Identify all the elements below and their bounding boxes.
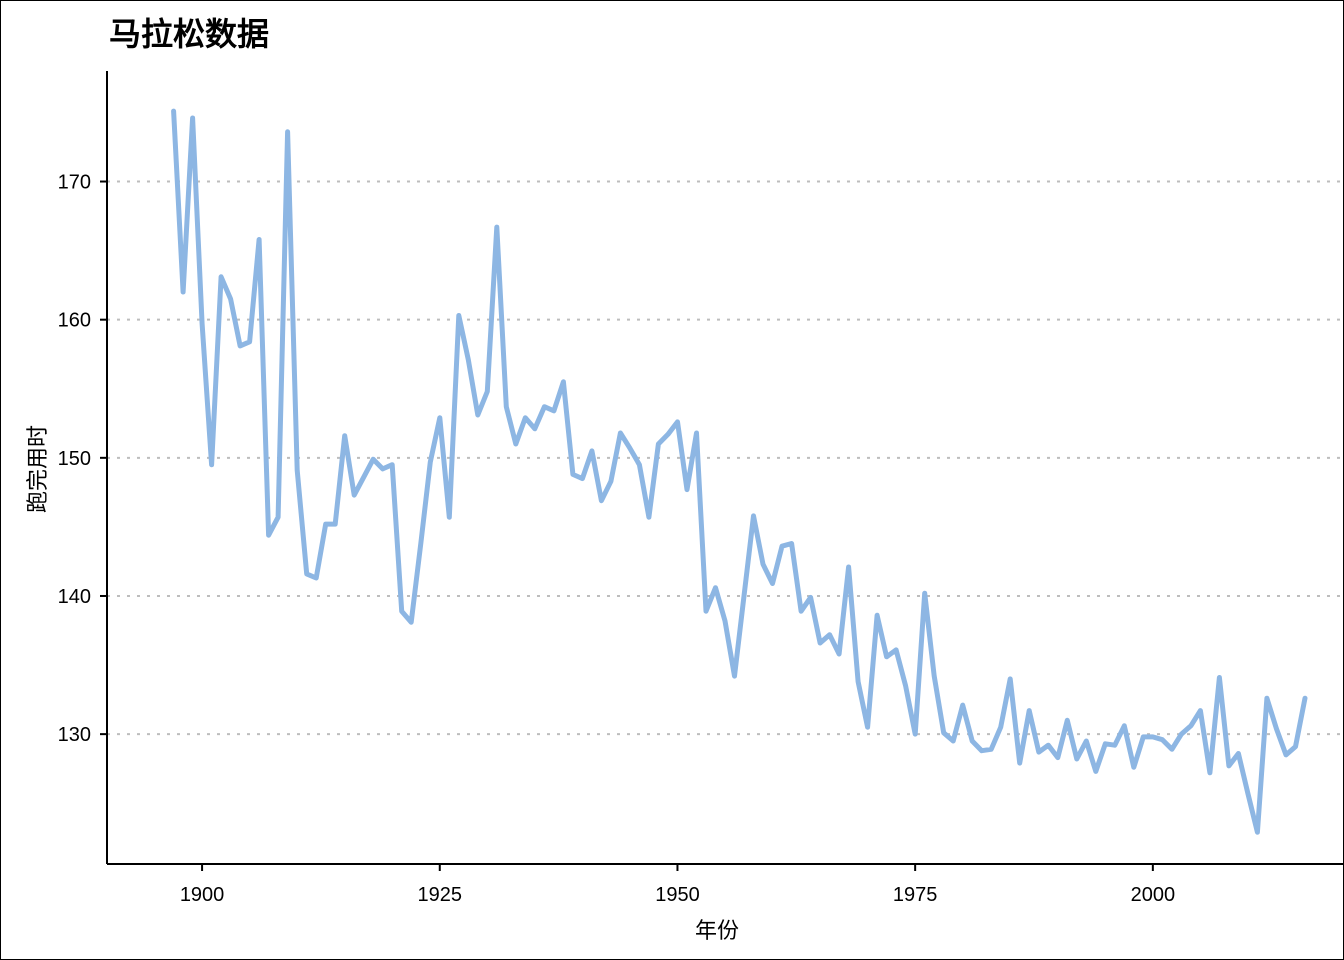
y-tick-label: 170 — [58, 172, 91, 194]
x-tick-label: 1975 — [893, 884, 938, 906]
x-tick-label: 2000 — [1131, 884, 1176, 906]
series-layer — [171, 108, 1308, 835]
x-tick-label: 1950 — [655, 884, 700, 906]
y-tick-label: 130 — [58, 724, 91, 746]
series-line-0 — [171, 108, 1308, 835]
y-tick-label: 150 — [58, 448, 91, 470]
y-axis-label: 跑完用时 — [26, 425, 51, 513]
y-tick-label: 140 — [58, 586, 91, 608]
grid-lines — [107, 180, 1343, 736]
x-axis-ticks: 1900 1925 1950 1975 2000 — [180, 864, 1175, 906]
y-tick-label: 160 — [58, 310, 91, 332]
chart-title: 马拉松数据 — [109, 15, 269, 53]
x-axis-label: 年份 — [695, 919, 739, 944]
x-tick-label: 1900 — [180, 884, 225, 906]
y-axis-ticks: 130 140 150 160 170 — [58, 172, 107, 746]
x-tick-label: 1925 — [418, 884, 463, 906]
